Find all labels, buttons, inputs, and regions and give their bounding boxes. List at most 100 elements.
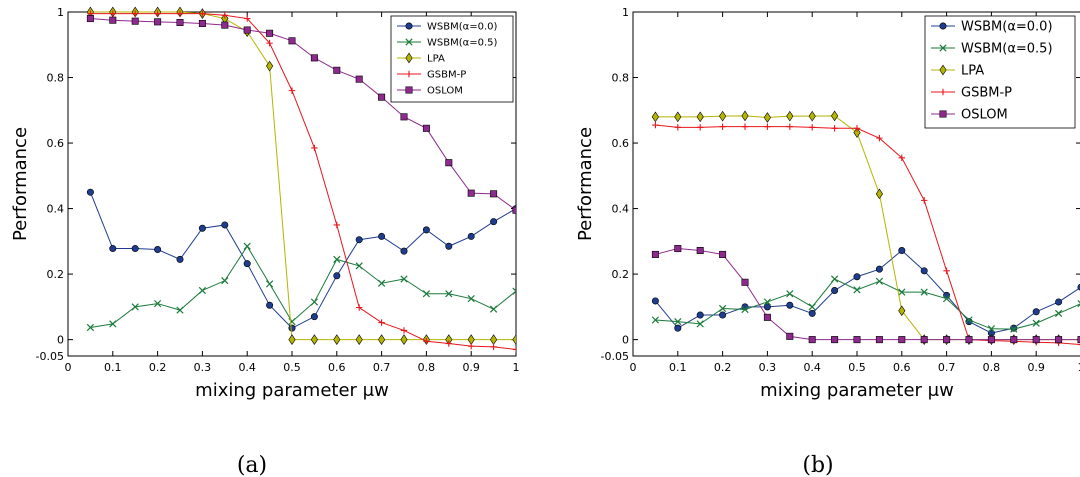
legend-item: WSBM(α=0.5): [931, 42, 1053, 57]
data-point: [875, 265, 883, 273]
data-point: [467, 232, 475, 240]
x-tick-label: 0.3: [194, 361, 212, 374]
data-point: [512, 346, 516, 353]
data-point: [831, 125, 838, 132]
data-point: [939, 88, 947, 96]
x-tick-label: 0.6: [328, 361, 346, 374]
data-point: [198, 19, 206, 27]
y-tick-label: 0.4: [612, 203, 630, 216]
y-tick-label: 1: [622, 6, 629, 19]
series-lpa: [651, 110, 1080, 345]
x-tick-label: 1: [513, 361, 520, 374]
data-point: [333, 255, 341, 263]
legend-item: OSLOM: [931, 108, 1008, 123]
x-tick-label: 0.4: [803, 361, 821, 374]
data-point: [875, 188, 883, 200]
data-point: [109, 10, 116, 17]
data-point: [288, 334, 296, 345]
data-point: [1032, 319, 1040, 327]
x-axis-label: mixing parameter μw: [195, 380, 389, 401]
data-point: [86, 15, 94, 23]
legend-label: WSBM(α=0.0): [961, 20, 1053, 35]
data-point: [898, 247, 906, 255]
data-point: [490, 190, 498, 198]
panel-caption: (a): [237, 453, 267, 477]
data-point: [921, 197, 928, 204]
data-point: [109, 320, 117, 328]
data-point: [405, 22, 413, 30]
legend-label: GSBM-P: [427, 70, 466, 81]
data-point: [853, 273, 861, 281]
data-point: [86, 323, 95, 332]
legend-item: GSBM-P: [397, 70, 466, 81]
data-point: [355, 262, 363, 270]
x-tick-label: 1: [1078, 361, 1080, 374]
data-point: [405, 52, 413, 64]
data-point: [920, 267, 928, 275]
data-point: [942, 295, 951, 303]
data-point: [741, 123, 749, 130]
legend-label: OSLOM: [427, 86, 463, 97]
data-point: [467, 189, 475, 197]
data-point: [243, 242, 251, 250]
data-point: [490, 218, 498, 226]
data-point: [310, 54, 318, 62]
series-line: [90, 18, 516, 211]
data-point: [86, 188, 94, 196]
x-tick-label: 0.2: [149, 361, 167, 374]
legend-item: WSBM(α=0.0): [397, 22, 497, 33]
data-point: [875, 336, 883, 344]
data-point: [696, 320, 704, 328]
x-tick-label: 0.1: [669, 361, 687, 374]
data-point: [490, 343, 497, 351]
data-point: [1077, 283, 1080, 291]
data-point: [221, 277, 229, 285]
data-point: [696, 311, 704, 319]
data-point: [199, 10, 206, 17]
data-point: [674, 124, 681, 131]
series-wsbm-0-5-: [651, 275, 1080, 333]
data-point: [939, 44, 947, 52]
data-point: [310, 313, 318, 321]
data-point: [422, 226, 430, 234]
y-tick-label: 1: [57, 6, 64, 19]
legend: WSBM(α=0.0) WSBM(α=0.5) LPA GSBM-P OSLOM: [390, 15, 514, 103]
legend-label: WSBM(α=0.5): [427, 38, 497, 49]
data-point: [400, 327, 408, 334]
legend-item: LPA: [397, 52, 445, 65]
data-point: [422, 290, 431, 298]
y-axis-label: Performance: [10, 127, 31, 241]
x-axis-label: mixing parameter μw: [760, 380, 954, 401]
x-tick-label: 0: [630, 361, 637, 374]
series-line: [655, 278, 1080, 330]
data-point: [831, 336, 839, 344]
y-tick-label: 0.2: [47, 268, 65, 281]
data-point: [741, 278, 749, 286]
y-tick-label: 0.6: [612, 137, 630, 150]
x-tick-label: 0.9: [462, 361, 480, 374]
legend-item: OSLOM: [397, 86, 463, 97]
data-point: [786, 110, 794, 122]
data-point: [764, 123, 771, 130]
y-tick-label: 0.6: [47, 137, 65, 150]
legend-label: LPA: [961, 64, 984, 79]
series-line: [90, 245, 516, 328]
data-point: [898, 154, 905, 161]
data-point: [221, 221, 229, 229]
data-point: [288, 87, 296, 94]
data-point: [853, 125, 861, 132]
data-point: [333, 221, 340, 229]
data-point: [697, 124, 704, 131]
data-point: [467, 295, 475, 303]
data-point: [244, 15, 251, 22]
series-line: [90, 13, 516, 350]
data-point: [400, 247, 408, 255]
data-point: [490, 334, 498, 345]
data-point: [355, 236, 363, 244]
data-point: [987, 336, 995, 344]
legend-label: WSBM(α=0.0): [427, 22, 497, 33]
data-point: [1055, 336, 1063, 344]
data-point: [652, 121, 659, 129]
data-point: [154, 18, 162, 26]
